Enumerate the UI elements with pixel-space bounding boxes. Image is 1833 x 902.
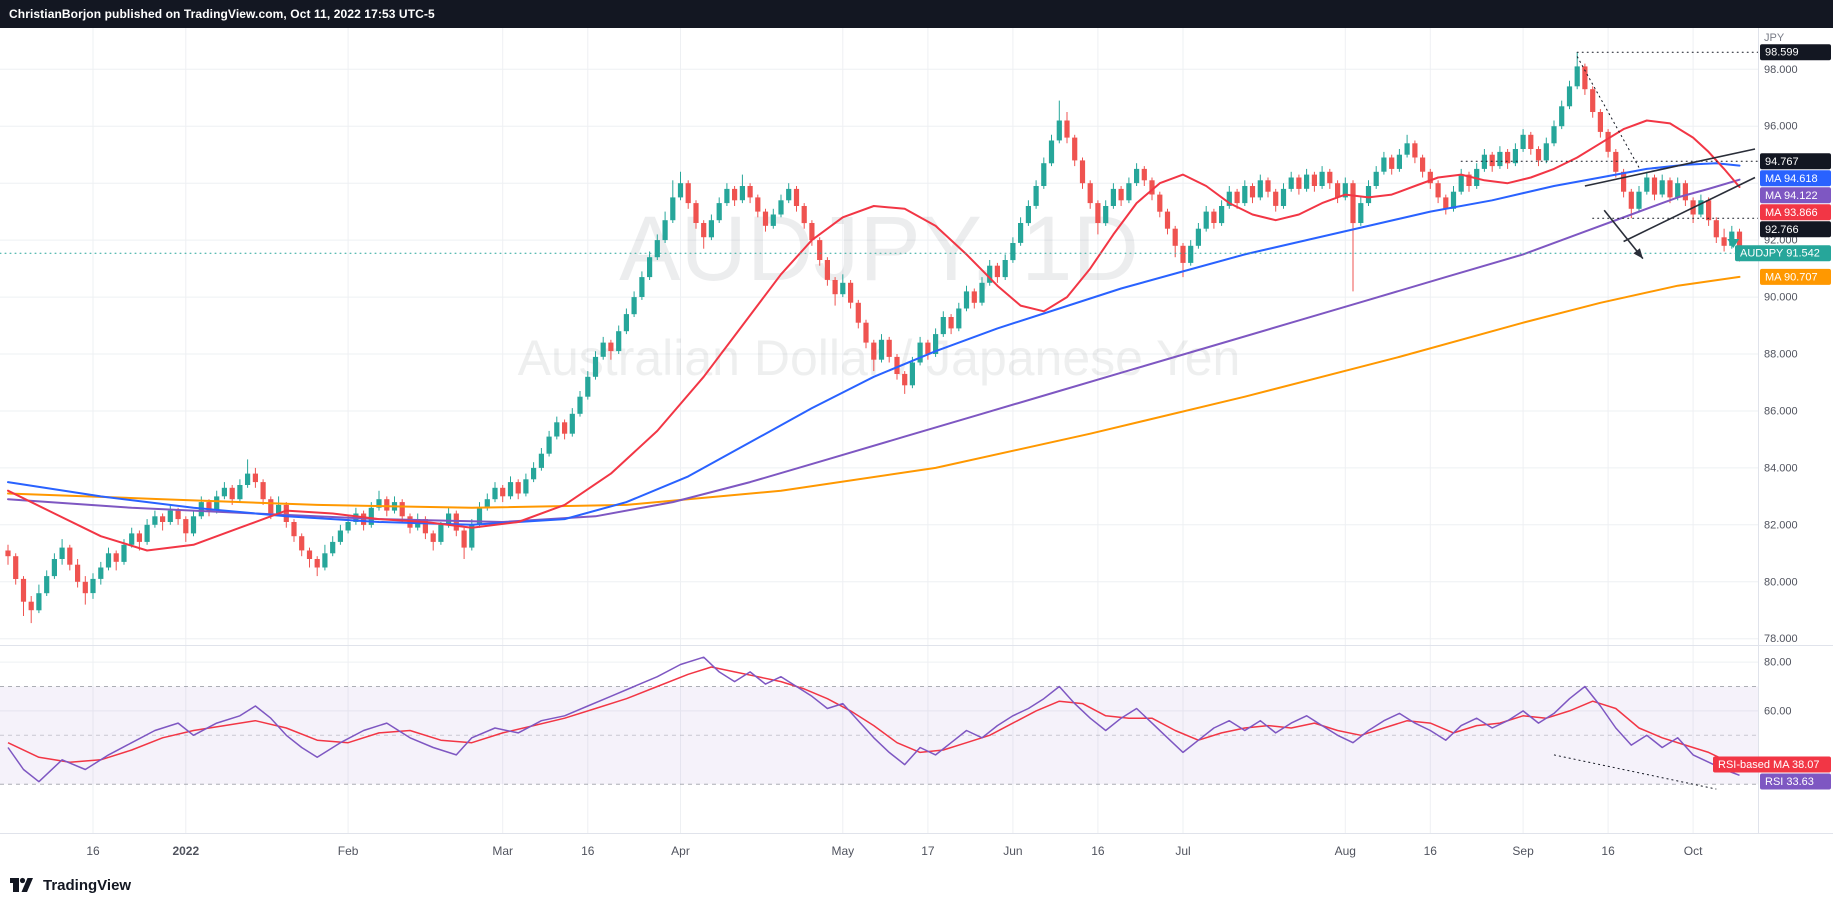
candles-layer[interactable] xyxy=(5,52,1743,624)
publish-info-bar: ChristianBorjon published on TradingView… xyxy=(0,0,1833,28)
tradingview-brand-text[interactable]: TradingView xyxy=(43,876,132,894)
svg-text:84.000: 84.000 xyxy=(1764,462,1798,474)
time-axis-label: 16 xyxy=(86,844,100,858)
tradingview-logo-icon[interactable] xyxy=(10,877,36,893)
time-axis-label: Jul xyxy=(1175,844,1190,858)
svg-text:JPY: JPY xyxy=(1764,32,1785,44)
axis-label-box xyxy=(1760,204,1831,221)
time-axis-label: Mar xyxy=(492,844,513,858)
price-marker-icon xyxy=(1727,239,1740,248)
svg-text:60.00: 60.00 xyxy=(1764,705,1792,717)
ma-line xyxy=(7,162,1741,526)
rsi-lines xyxy=(7,656,1740,783)
time-axis-label: 2022 xyxy=(172,844,199,858)
time-axis-label: Feb xyxy=(338,844,359,858)
ma-lines xyxy=(7,119,1741,552)
rsi-band xyxy=(0,686,1758,785)
axis-label-box xyxy=(1713,756,1831,773)
axis-label-box xyxy=(1760,153,1831,170)
svg-text:AUDJPY 91.542: AUDJPY 91.542 xyxy=(1740,248,1820,260)
svg-text:82.000: 82.000 xyxy=(1764,519,1798,531)
ma-line xyxy=(7,178,1741,523)
axis-label-box xyxy=(1760,268,1831,285)
chart-area[interactable]: AUDJPY, 1D Australian Dollar / Japanese Y… xyxy=(0,28,1833,868)
svg-text:RSI-based MA 38.07: RSI-based MA 38.07 xyxy=(1718,759,1820,771)
time-axis-label: 16 xyxy=(1601,844,1615,858)
ma-line xyxy=(7,119,1741,552)
rsi-line xyxy=(7,666,1740,766)
svg-text:AUDJPY, 1D: AUDJPY, 1D xyxy=(619,198,1139,300)
chart-background xyxy=(0,28,1833,868)
axis-label-box xyxy=(1735,245,1831,262)
svg-text:80.00: 80.00 xyxy=(1764,657,1792,669)
footer-bar: TradingView xyxy=(0,868,1833,902)
svg-text:88.000: 88.000 xyxy=(1764,349,1798,361)
time-axis-label: Sep xyxy=(1512,844,1534,858)
trend-line xyxy=(1623,176,1756,243)
axis-label-box xyxy=(1760,170,1831,187)
time-axis[interactable]: 16 2022 Feb Mar 16 Apr May 17 Jun 16 Jul Aug 16 Sep 16… xyxy=(0,833,1833,868)
axis-label-box xyxy=(1760,773,1831,790)
time-axis-label: Oct xyxy=(1684,844,1703,858)
trend-line xyxy=(1584,148,1756,187)
svg-text:98.599: 98.599 xyxy=(1765,47,1799,59)
time-axis-label: Jun xyxy=(1003,844,1022,858)
svg-text:86.000: 86.000 xyxy=(1764,405,1798,417)
time-axis-label: 16 xyxy=(1091,844,1105,858)
rsi-line xyxy=(7,656,1740,783)
svg-text:RSI 33.63: RSI 33.63 xyxy=(1765,776,1814,788)
axis-label-box xyxy=(1760,44,1831,61)
svg-text:MA 94.122: MA 94.122 xyxy=(1765,190,1818,202)
svg-text:MA 90.707: MA 90.707 xyxy=(1765,271,1818,283)
svg-text:98.000: 98.000 xyxy=(1764,64,1798,76)
down-arrow-head xyxy=(1633,248,1643,259)
time-axis-label: 17 xyxy=(921,844,935,858)
time-axis-label: 16 xyxy=(581,844,595,858)
svg-text:MA 93.866: MA 93.866 xyxy=(1765,207,1818,219)
svg-text:94.767: 94.767 xyxy=(1765,156,1799,168)
annotations xyxy=(0,51,1759,790)
svg-text:MA 94.618: MA 94.618 xyxy=(1765,173,1818,185)
down-arrow xyxy=(1603,209,1644,260)
svg-text:78.000: 78.000 xyxy=(1764,633,1798,645)
svg-text:80.000: 80.000 xyxy=(1764,576,1798,588)
svg-text:92.000: 92.000 xyxy=(1764,235,1798,247)
axis-label-box xyxy=(1760,187,1831,204)
axis-label-box xyxy=(1760,221,1831,238)
time-axis-label: May xyxy=(831,844,854,858)
time-axis-label: 16 xyxy=(1424,844,1438,858)
svg-text:90.000: 90.000 xyxy=(1764,292,1798,304)
time-axis-label: Apr xyxy=(671,844,690,858)
svg-text:92.766: 92.766 xyxy=(1765,224,1799,236)
price-axis[interactable]: JPY 98.000 96.000 92.000 90.000 88.000 86.000 8… xyxy=(0,28,1833,868)
time-axis-label: Aug xyxy=(1335,844,1356,858)
publish-info-text: ChristianBorjon published on TradingView… xyxy=(9,7,435,21)
ma-line xyxy=(7,275,1741,509)
svg-text:96.000: 96.000 xyxy=(1764,121,1798,133)
